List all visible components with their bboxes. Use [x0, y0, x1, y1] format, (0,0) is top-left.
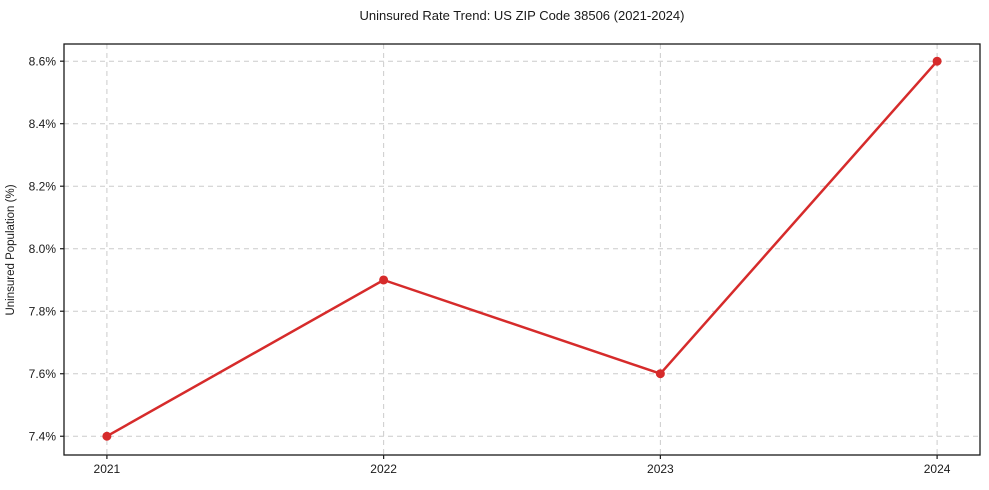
y-axis-label: Uninsured Population (%) — [5, 184, 17, 315]
x-tick-label: 2024 — [924, 462, 951, 476]
y-tick-label: 7.6% — [29, 367, 57, 381]
x-tick-label: 2023 — [647, 462, 674, 476]
y-tick-label: 7.8% — [29, 304, 57, 318]
data-point — [932, 56, 942, 66]
data-point — [655, 369, 665, 379]
y-tick-label: 8.6% — [29, 54, 57, 68]
y-tick-label: 7.4% — [29, 429, 57, 443]
chart-title: Uninsured Rate Trend: US ZIP Code 38506 … — [360, 8, 685, 23]
y-tick-label: 8.0% — [29, 242, 57, 256]
y-tick-label: 8.4% — [29, 117, 57, 131]
plot-border — [63, 43, 981, 456]
data-line — [105, 59, 939, 438]
y-tick-label: 8.2% — [29, 179, 57, 193]
x-tick-label: 2021 — [94, 462, 121, 476]
data-point — [102, 431, 112, 441]
data-point — [379, 275, 389, 285]
x-tick-label: 2022 — [370, 462, 397, 476]
plot-area: 7.4% 7.6% 7.8% 8.0% 8.2% 8.4% 8.6% 2021 2022 2023… — [29, 43, 981, 476]
